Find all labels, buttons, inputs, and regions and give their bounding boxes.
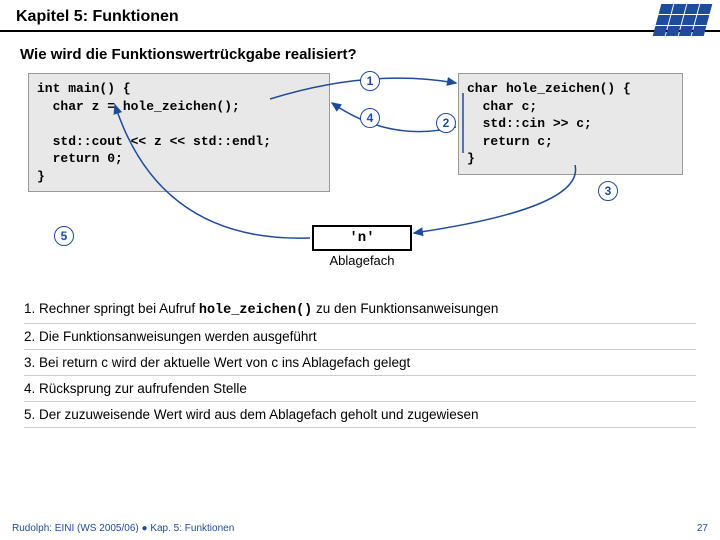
code-block-func: char hole_zeichen() { char c; std::cin >… xyxy=(458,73,683,175)
step-marker-1: 1 xyxy=(360,71,380,91)
step-item-1: 1. Rechner springt bei Aufruf hole_zeich… xyxy=(24,296,696,324)
ablagefach-label: Ablagefach xyxy=(312,253,412,268)
step-1-code: hole_zeichen() xyxy=(199,303,312,318)
page-number: 27 xyxy=(697,523,708,534)
steps-list: 1. Rechner springt bei Aufruf hole_zeich… xyxy=(0,288,720,428)
step-item-5: 5. Der zuzuweisende Wert wird aus dem Ab… xyxy=(24,402,696,428)
slide-footer: Rudolph: EINI (WS 2005/06) ● Kap. 5: Fun… xyxy=(12,523,708,534)
step-marker-4: 4 xyxy=(360,108,380,128)
step-item-4: 4. Rücksprung zur aufrufenden Stelle xyxy=(24,376,696,402)
step-item-3: 3. Bei return c wird der aktuelle Wert v… xyxy=(24,350,696,376)
slide-header: Kapitel 5: Funktionen xyxy=(0,0,720,32)
chapter-title: Kapitel 5: Funktionen xyxy=(16,8,704,26)
footer-text: Rudolph: EINI (WS 2005/06) ● Kap. 5: Fun… xyxy=(12,523,234,534)
step-marker-2: 2 xyxy=(436,113,456,133)
step-1-text-post: zu den Funktionsanweisungen xyxy=(312,301,498,316)
step-marker-3: 3 xyxy=(598,181,618,201)
step-marker-5: 5 xyxy=(54,226,74,246)
code-diagram: int main() { char z = hole_zeichen(); st… xyxy=(0,73,720,288)
slide-subtitle: Wie wird die Funktionswertrückgabe reali… xyxy=(0,32,720,73)
brand-logo xyxy=(657,4,708,36)
ablagefach-box: 'n' xyxy=(312,225,412,251)
step-1-text-pre: 1. Rechner springt bei Aufruf xyxy=(24,301,199,316)
code-block-main: int main() { char z = hole_zeichen(); st… xyxy=(28,73,330,192)
step-item-2: 2. Die Funktionsanweisungen werden ausge… xyxy=(24,324,696,350)
